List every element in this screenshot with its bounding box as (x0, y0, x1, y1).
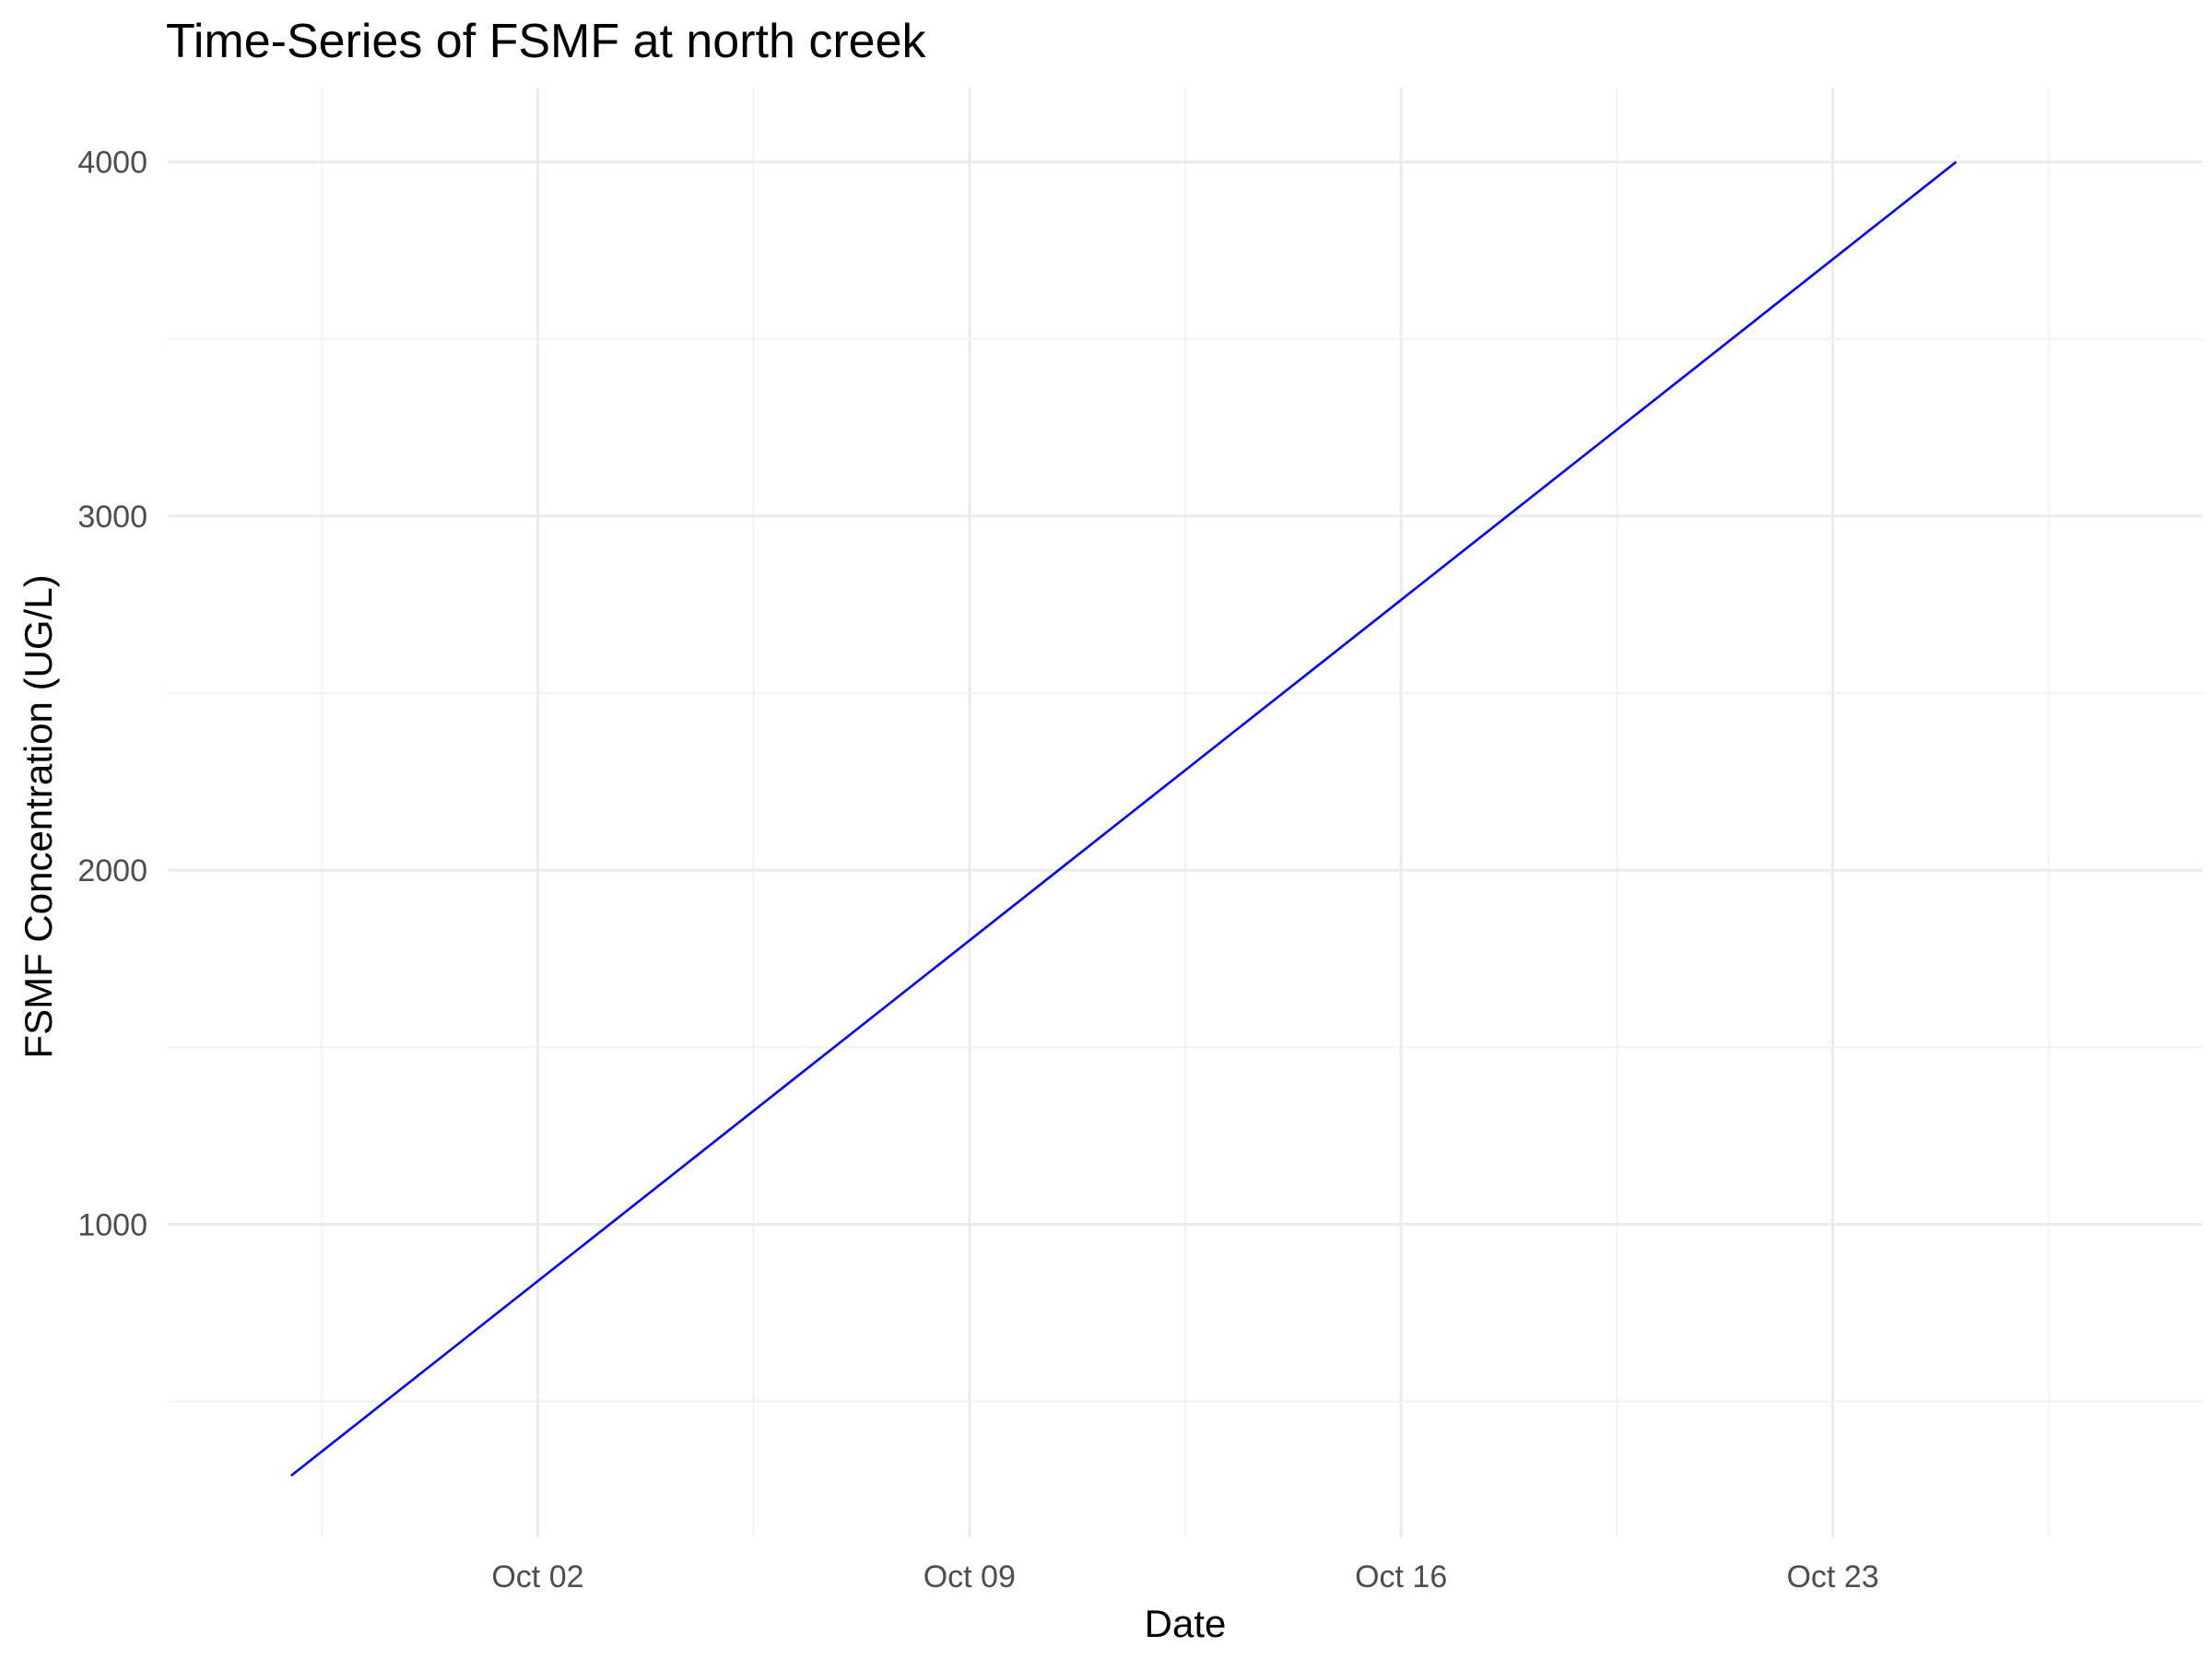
series-layer (290, 160, 1958, 1477)
y-tick-label: 3000 (77, 500, 147, 535)
y-axis-title: FSMF Concentration (UG/L) (17, 574, 60, 1058)
x-axis-title: Date (1145, 1602, 1227, 1645)
y-tick-label: 4000 (77, 146, 147, 181)
chart-title: Time-Series of FSMF at north creek (166, 15, 927, 68)
series-line (290, 160, 1958, 1477)
y-tick-label: 2000 (77, 853, 147, 888)
grid (168, 88, 2203, 1537)
y-tick-label: 1000 (77, 1207, 147, 1242)
x-tick-label: Oct 16 (1355, 1559, 1447, 1594)
x-tick-label: Oct 02 (491, 1559, 583, 1594)
tick-labels: Oct 02 Oct 09 Oct 16 Oct 23 1000 2000 3000 4000 (77, 146, 1878, 1594)
x-tick-label: Oct 09 (924, 1559, 1016, 1594)
x-tick-label: Oct 23 (1786, 1559, 1878, 1594)
